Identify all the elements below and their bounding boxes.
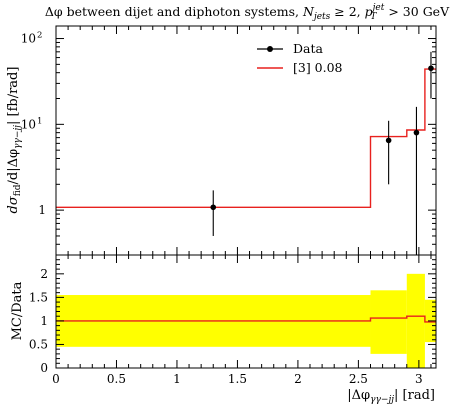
data-point xyxy=(385,137,392,144)
ratio-y-tick-label: 1.5 xyxy=(29,290,48,304)
x-tick-label: 0 xyxy=(52,372,60,386)
main-x-ticks xyxy=(55,26,432,255)
model-step-line xyxy=(56,68,436,208)
ratio-panel: 0 0.5 1 1.5 2 0 0.5 1 1.5 2 2.5 3 MC/Data |Δφγγ−jj… xyxy=(10,254,437,405)
legend-data-label: Data xyxy=(293,41,323,56)
main-y-axis-label: dσfid/d|Δφγγ−jj| [fb/rad] xyxy=(6,67,23,214)
y-tick-label: 10 xyxy=(21,32,36,46)
ratio-step-line xyxy=(56,315,436,323)
y-tick-label: 1 xyxy=(38,203,46,217)
x-tick-label: 2 xyxy=(294,372,302,386)
legend: Data [3] 0.08 xyxy=(257,41,343,75)
ratio-x-axis: 0 0.5 1 1.5 2 2.5 3 xyxy=(52,255,432,386)
ratio-x-axis-label: |Δφγγ−jj| [rad] xyxy=(347,388,435,405)
ratio-y-tick-label: 0.5 xyxy=(29,337,48,351)
x-tick-label: 2.5 xyxy=(349,372,368,386)
x-tick-label: 3 xyxy=(415,372,423,386)
x-tick-label: 0.5 xyxy=(107,372,126,386)
ratio-y-axis: 0 0.5 1 1.5 2 xyxy=(29,254,436,375)
y-tick-label-exponent: 1 xyxy=(37,116,42,126)
x-tick-label: 1 xyxy=(173,372,181,386)
uncertainty-band xyxy=(406,273,425,368)
main-plot-frame xyxy=(55,25,437,256)
x-tick-label: 1.5 xyxy=(228,372,247,386)
ratio-y-tick-label: 2 xyxy=(40,267,48,281)
ratio-y-tick-label: 1 xyxy=(40,314,48,328)
ratio-y-axis-label: MC/Data xyxy=(10,281,25,340)
y-tick-label-exponent: 2 xyxy=(37,31,42,41)
chart-title: Δφ between dijet and diphoton systems, N… xyxy=(45,3,450,22)
legend-data-marker xyxy=(267,46,273,52)
data-point xyxy=(428,65,434,72)
data-point xyxy=(413,129,420,136)
data-point xyxy=(210,204,217,211)
legend-model-label: [3] 0.08 xyxy=(293,60,343,75)
ratio-y-tick-label: 0 xyxy=(40,361,48,375)
uncertainty-band xyxy=(370,290,407,354)
y-tick-label: 10 xyxy=(21,117,36,131)
